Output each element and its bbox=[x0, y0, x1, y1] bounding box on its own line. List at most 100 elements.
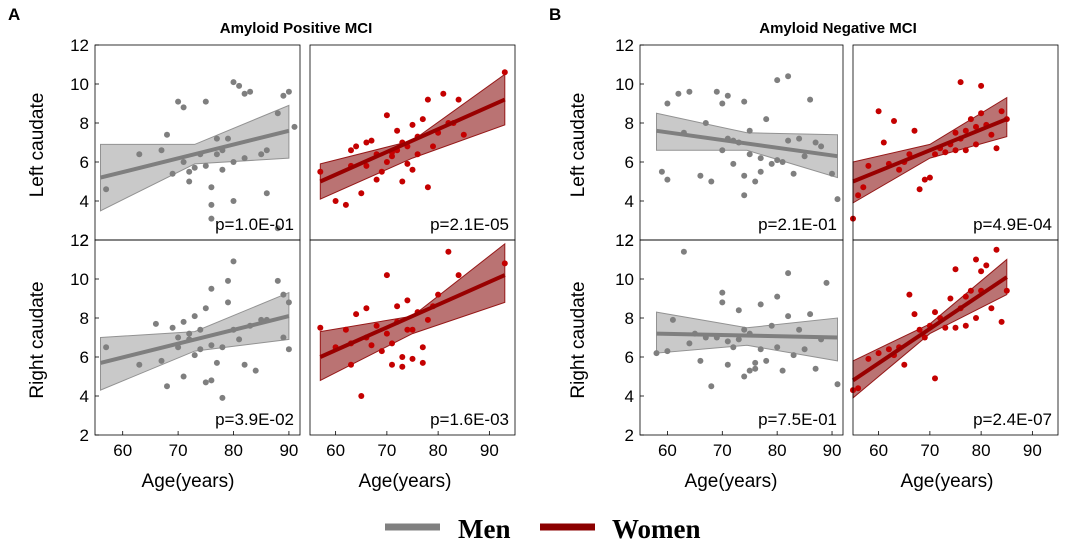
y-tick-label: 8 bbox=[80, 309, 89, 328]
data-point bbox=[197, 326, 204, 333]
data-point bbox=[719, 299, 726, 306]
data-point bbox=[752, 359, 759, 366]
data-point bbox=[191, 164, 198, 171]
data-point bbox=[865, 162, 872, 169]
data-point bbox=[103, 186, 110, 193]
data-point bbox=[891, 118, 897, 124]
data-point bbox=[213, 135, 220, 142]
data-point bbox=[285, 299, 292, 306]
data-point bbox=[424, 96, 431, 103]
y-tick-label: 2 bbox=[80, 426, 89, 445]
data-point bbox=[757, 168, 764, 175]
data-point bbox=[785, 270, 792, 277]
data-point bbox=[136, 151, 143, 158]
data-point bbox=[746, 367, 753, 374]
x-tick-label: 90 bbox=[1023, 441, 1042, 460]
data-point bbox=[875, 350, 882, 357]
data-point bbox=[342, 201, 349, 208]
subplot-1-3: p=2.4E-07 60 70 80 90 bbox=[850, 239, 1059, 460]
data-point bbox=[823, 279, 830, 286]
data-point bbox=[790, 352, 797, 359]
data-point bbox=[942, 324, 949, 331]
data-point bbox=[860, 184, 867, 191]
y-tick-label: 8 bbox=[625, 114, 634, 133]
y-tick-label: 4 bbox=[625, 387, 634, 406]
y-tick-label: 8 bbox=[625, 309, 634, 328]
confidence-band bbox=[319, 73, 506, 200]
data-point bbox=[389, 153, 395, 160]
y-tick-label: 12 bbox=[70, 36, 89, 55]
data-point bbox=[988, 131, 995, 138]
data-point bbox=[757, 346, 764, 353]
data-point bbox=[280, 92, 287, 99]
data-point bbox=[208, 215, 215, 222]
data-point bbox=[230, 159, 237, 165]
data-point bbox=[724, 361, 731, 368]
data-point bbox=[152, 320, 159, 327]
data-point bbox=[241, 155, 248, 162]
y-tick-label: 12 bbox=[615, 231, 634, 250]
data-point bbox=[926, 174, 933, 181]
ylabel-b-right: Right caudate bbox=[568, 281, 589, 398]
data-point bbox=[358, 393, 365, 399]
data-point bbox=[353, 311, 360, 318]
data-point bbox=[807, 311, 814, 318]
xlabel-b-men: Age(years) bbox=[685, 471, 778, 492]
data-point bbox=[342, 326, 349, 333]
y-tick-label: 4 bbox=[80, 387, 89, 406]
data-point bbox=[399, 363, 406, 370]
subplot-1-2: p=7.5E-01 2 4 6 8 10 12 60 70 80 90 bbox=[615, 231, 844, 460]
data-point bbox=[901, 361, 908, 368]
data-point bbox=[180, 373, 187, 380]
ylabel-b-left: Left caudate bbox=[568, 93, 589, 198]
legend-women-label: Women bbox=[612, 514, 701, 542]
data-point bbox=[399, 178, 406, 185]
data-point bbox=[790, 170, 797, 177]
data-point bbox=[175, 334, 182, 341]
data-point bbox=[708, 178, 715, 185]
data-point bbox=[875, 108, 882, 115]
data-point bbox=[921, 334, 928, 341]
data-point bbox=[998, 108, 1005, 115]
data-point bbox=[741, 192, 748, 199]
data-point bbox=[746, 151, 753, 158]
data-point bbox=[389, 340, 395, 347]
data-point bbox=[741, 172, 748, 179]
data-point bbox=[906, 151, 913, 158]
data-point bbox=[658, 168, 665, 175]
data-point bbox=[430, 143, 436, 150]
data-point bbox=[378, 168, 385, 175]
axes-frame bbox=[639, 239, 844, 436]
y-tick-label: 2 bbox=[80, 231, 89, 250]
data-point bbox=[911, 127, 918, 134]
data-point bbox=[409, 166, 416, 173]
data-point bbox=[774, 344, 781, 351]
data-point bbox=[812, 365, 819, 372]
data-point bbox=[373, 322, 380, 329]
x-tick-label: 80 bbox=[972, 441, 991, 460]
y-tick-label: 6 bbox=[80, 348, 89, 367]
data-point bbox=[730, 160, 737, 167]
data-point bbox=[741, 373, 748, 380]
data-point bbox=[686, 340, 693, 347]
data-point bbox=[419, 359, 426, 366]
data-point bbox=[236, 336, 243, 343]
data-point bbox=[363, 139, 370, 146]
y-tick-label: 10 bbox=[615, 75, 634, 94]
data-point bbox=[952, 129, 959, 136]
data-point bbox=[801, 346, 808, 353]
data-point bbox=[202, 305, 209, 312]
data-point bbox=[219, 166, 226, 173]
data-point bbox=[409, 326, 416, 333]
data-point bbox=[169, 170, 176, 177]
data-point bbox=[440, 90, 447, 97]
data-point bbox=[978, 110, 985, 117]
data-point bbox=[829, 170, 835, 177]
data-point bbox=[363, 305, 370, 312]
data-point bbox=[967, 116, 974, 123]
y-tick-label: 12 bbox=[615, 36, 634, 55]
data-point bbox=[263, 147, 270, 154]
data-point bbox=[332, 198, 339, 204]
p-value-label: p=7.5E-01 bbox=[758, 410, 837, 429]
confidence-band bbox=[100, 104, 290, 212]
